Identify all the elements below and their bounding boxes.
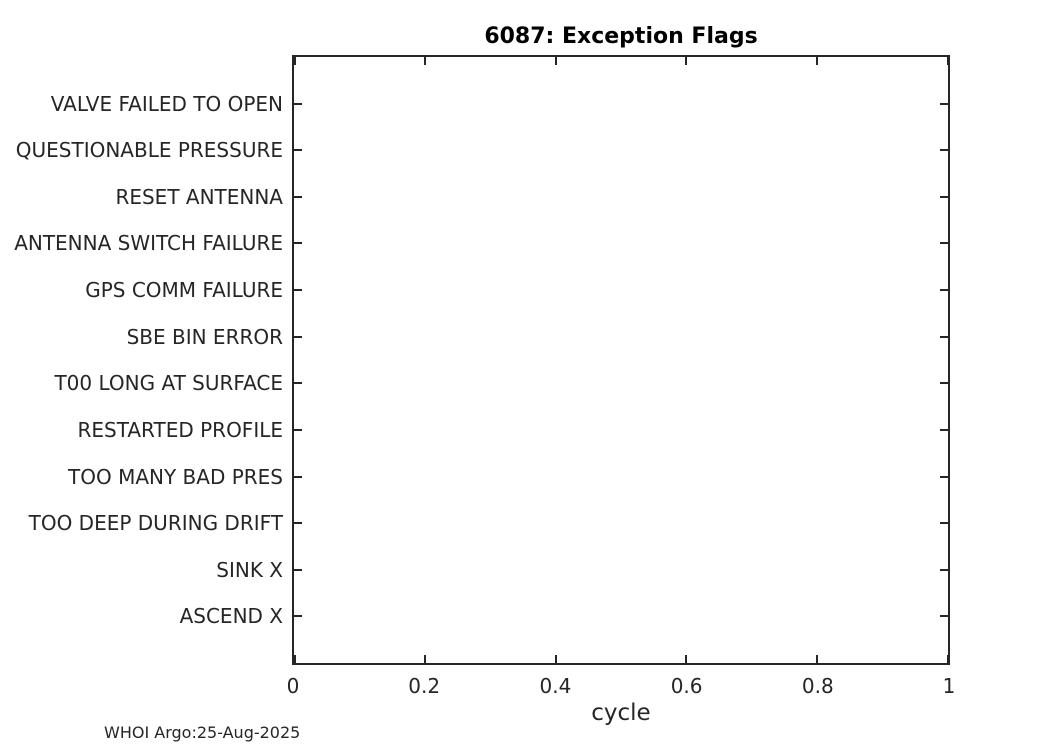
tick-mark [294, 57, 296, 65]
tick-mark [294, 382, 302, 385]
tick-mark [294, 335, 302, 338]
tick-mark [294, 615, 302, 618]
y-tick-label: VALVE FAILED TO OPEN [50, 91, 283, 116]
y-tick-label: TOO MANY BAD PRES [68, 464, 283, 489]
tick-mark [294, 149, 302, 152]
tick-mark [940, 242, 948, 245]
tick-mark [940, 382, 948, 385]
tick-mark [940, 522, 948, 525]
x-tick-label: 0.8 [801, 674, 834, 698]
tick-mark [294, 568, 302, 571]
tick-mark [947, 655, 949, 663]
x-tick-label: 0.6 [670, 674, 703, 698]
tick-mark [816, 57, 819, 65]
tick-mark [940, 428, 948, 431]
y-tick-label: RESTARTED PROFILE [77, 417, 283, 442]
tick-mark [294, 102, 302, 105]
tick-mark [294, 655, 296, 663]
tick-mark [816, 655, 819, 663]
x-tick-label: 0 [286, 674, 300, 698]
y-tick-label: RESET ANTENNA [115, 184, 283, 209]
tick-mark [940, 475, 948, 478]
y-tick-label: ASCEND X [179, 604, 283, 629]
chart-title: 6087: Exception Flags [484, 24, 758, 49]
tick-mark [554, 57, 557, 65]
x-tick-label: 1 [942, 674, 956, 698]
tick-mark [554, 655, 557, 663]
watermark-text: WHOI Argo:25-Aug-2025 [104, 723, 301, 742]
tick-mark [294, 195, 302, 198]
tick-mark [940, 195, 948, 198]
tick-mark [423, 57, 426, 65]
tick-mark [294, 242, 302, 245]
plot-area [292, 55, 950, 665]
tick-mark [940, 568, 948, 571]
tick-mark [685, 655, 688, 663]
y-tick-label: QUESTIONABLE PRESSURE [15, 138, 283, 163]
tick-mark [940, 615, 948, 618]
y-tick-label: TOO DEEP DURING DRIFT [28, 511, 283, 536]
tick-mark [294, 289, 302, 292]
tick-mark [685, 57, 688, 65]
x-axis-title: cycle [591, 700, 651, 726]
tick-mark [294, 428, 302, 431]
tick-mark [423, 655, 426, 663]
tick-mark [940, 335, 948, 338]
tick-mark [940, 149, 948, 152]
x-tick-label: 0.4 [539, 674, 572, 698]
y-tick-label: SBE BIN ERROR [126, 324, 283, 349]
tick-mark [940, 102, 948, 105]
x-tick-label: 0.2 [408, 674, 441, 698]
y-tick-label: GPS COMM FAILURE [85, 278, 283, 303]
y-tick-label: ANTENNA SWITCH FAILURE [14, 231, 283, 256]
y-tick-label: SINK X [216, 557, 283, 582]
y-tick-label: T00 LONG AT SURFACE [54, 371, 283, 396]
tick-mark [294, 522, 302, 525]
tick-mark [947, 57, 949, 65]
tick-mark [940, 289, 948, 292]
tick-mark [294, 475, 302, 478]
